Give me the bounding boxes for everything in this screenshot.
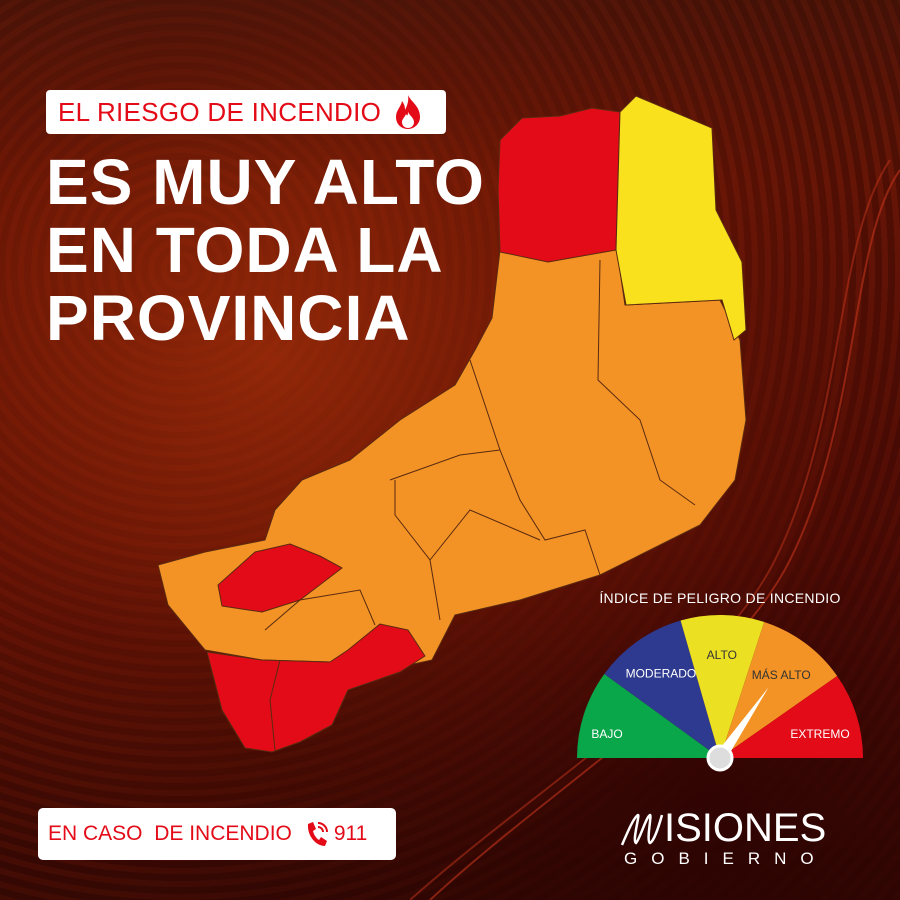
headline-line: PROVINCIA xyxy=(46,282,411,354)
misiones-gobierno-logo: ISIONES GOBIERNO xyxy=(620,806,828,869)
gauge-label: MODERADO xyxy=(626,667,697,681)
gauge-segment-extremo xyxy=(720,675,863,758)
gauge-needle xyxy=(715,687,769,762)
risk-tag: EL RIESGO DE INCENDIO xyxy=(46,90,446,134)
gauge-title: ÍNDICE DE PELIGRO DE INCENDIO xyxy=(599,590,841,606)
map-region xyxy=(217,543,343,613)
gauge-label: MÁS ALTO xyxy=(752,667,811,682)
phone-number: 911 xyxy=(333,822,368,845)
headline-line: EN TODA LA xyxy=(46,214,444,286)
logo-m-mark xyxy=(620,813,664,845)
headline-line: ES MUY ALTO xyxy=(46,146,485,218)
tag-label: EL RIESGO DE INCENDIO xyxy=(58,96,382,127)
gauge-label: EXTREMO xyxy=(790,727,849,741)
emergency-call-box: EN CASO DE INCENDIO 911 xyxy=(38,808,396,860)
gauge-pivot xyxy=(706,744,734,772)
map-region xyxy=(615,95,747,341)
gauge-label: BAJO xyxy=(591,727,622,741)
phone-icon xyxy=(307,822,328,846)
gauge-label: ALTO xyxy=(707,648,737,662)
gauge-segment-bajo xyxy=(577,673,720,758)
map-region xyxy=(206,623,426,753)
call-label: EN CASO DE INCENDIO xyxy=(48,822,292,845)
headline: ES MUY ALTO EN TODA LA PROVINCIA xyxy=(46,148,485,352)
gauge-segment-alto xyxy=(680,614,765,758)
fire-icon xyxy=(396,95,421,129)
gauge-segment-mas-alto xyxy=(720,621,838,758)
gauge-segment-moderado xyxy=(604,620,720,758)
